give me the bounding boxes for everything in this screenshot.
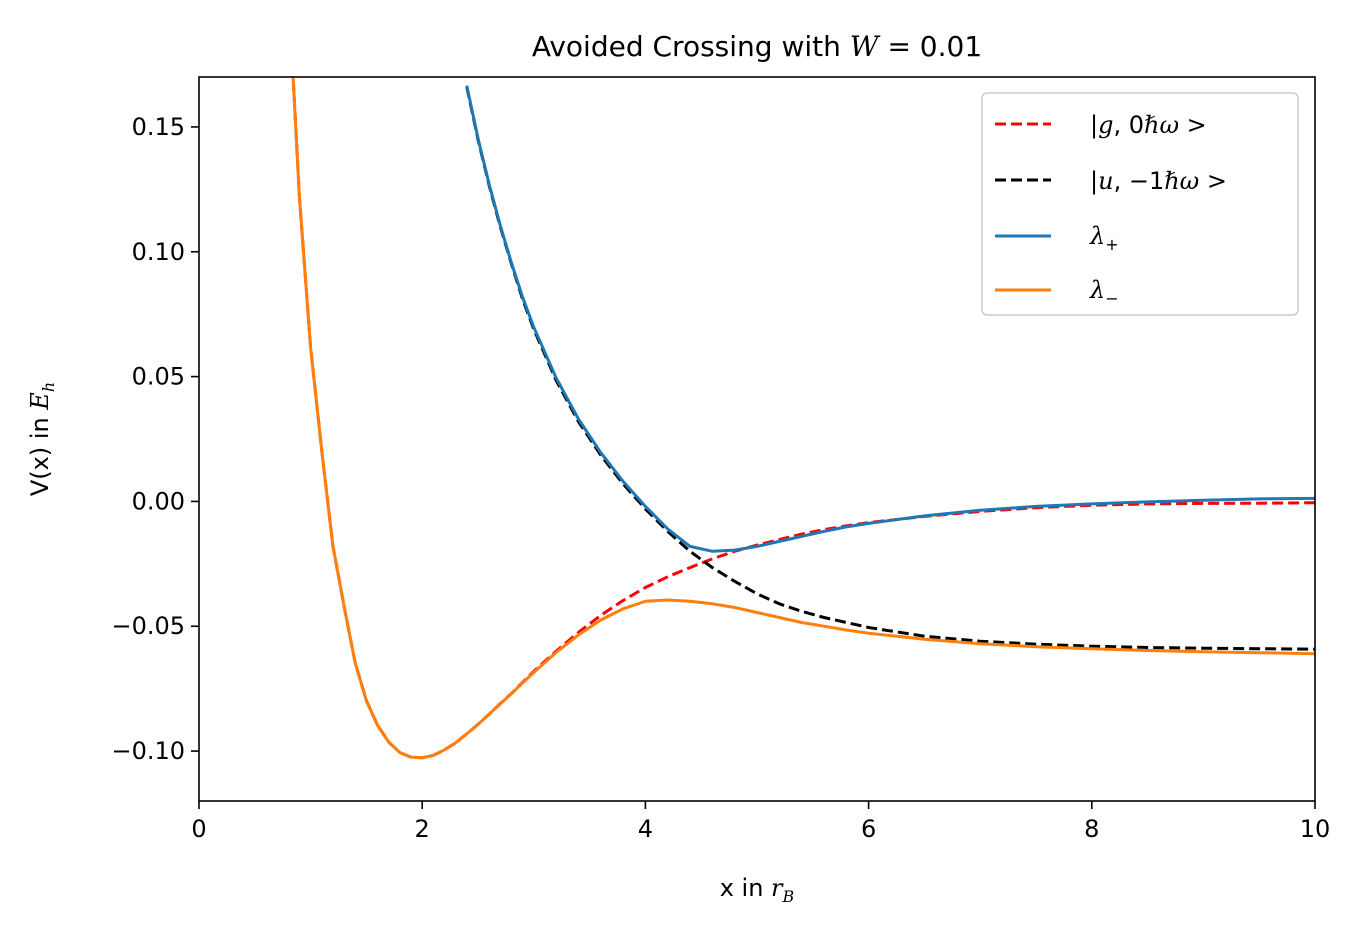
- legend-label-lambda-minus: λ−: [1089, 276, 1119, 308]
- legend-box: [981, 92, 1299, 316]
- series-lines: [291, 77, 1315, 760]
- y-tick-label: 0.00: [132, 487, 185, 515]
- y-tick-label: 0.15: [132, 113, 185, 141]
- y-axis-label: V(x) in Eh: [26, 382, 58, 496]
- legend-label-u-state: |u, −1ℏω >: [1090, 167, 1227, 195]
- x-tick-label: 8: [1084, 815, 1099, 843]
- plot-area-frame: [198, 76, 1316, 802]
- y-axis-ticks: −0.10 −0.05 0.00 0.05 0.10 0.15: [111, 113, 199, 765]
- legend-label-lambda-plus: λ+: [1089, 222, 1119, 254]
- x-axis-ticks: 0 2 4 6 8 10: [191, 801, 1330, 843]
- legend: |g, 0ℏω > |u, −1ℏω > λ+ λ−: [981, 92, 1299, 316]
- lambda-plus-line: [465, 85, 1315, 553]
- y-tick-label: 0.10: [132, 238, 185, 266]
- y-tick-label: −0.10: [111, 737, 185, 765]
- x-tick-label: 4: [638, 815, 653, 843]
- y-tick-label: −0.05: [111, 612, 185, 640]
- chart-title: Avoided Crossing with W = 0.01: [532, 30, 982, 63]
- legend-label-g-state: |g, 0ℏω >: [1090, 111, 1207, 139]
- x-axis-label: x in rB: [720, 874, 795, 906]
- y-tick-label: 0.05: [132, 363, 185, 391]
- x-tick-label: 10: [1300, 815, 1331, 843]
- x-tick-label: 0: [191, 815, 206, 843]
- x-tick-label: 6: [861, 815, 876, 843]
- x-tick-label: 2: [415, 815, 430, 843]
- lambda-minus-line: [291, 77, 1315, 760]
